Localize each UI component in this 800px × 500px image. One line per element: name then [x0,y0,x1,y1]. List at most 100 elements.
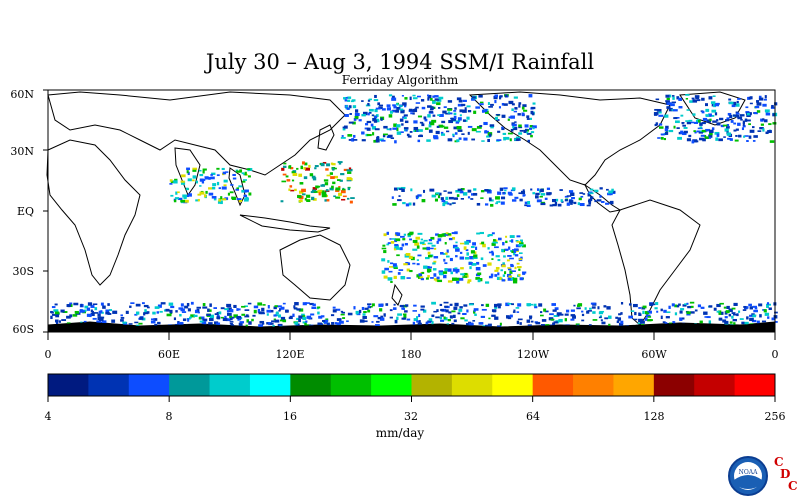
rain-pixel [682,124,686,127]
rain-pixel [209,317,214,322]
rain-pixel [494,94,499,98]
rain-pixel [679,310,683,314]
rain-pixel [507,118,510,121]
rain-pixel [514,248,519,251]
rain-pixel [321,184,325,187]
rain-pixel [146,306,150,309]
rain-pixel [209,309,212,312]
rain-pixel [280,200,284,203]
rain-pixel [599,195,602,198]
rain-pixel [349,200,353,204]
rain-pixel [420,99,425,102]
rain-pixel [452,202,456,204]
rain-pixel [601,321,606,325]
rain-pixel [353,134,356,138]
rain-pixel [540,188,544,193]
rain-pixel [671,109,674,111]
rain-pixel [512,277,518,282]
rain-pixel [417,139,421,143]
rain-pixel [494,316,499,320]
rain-pixel [413,126,419,131]
rain-pixel [544,197,548,200]
rain-pixel [428,239,433,242]
rain-pixel [243,194,248,198]
rain-pixel [712,95,716,97]
rain-pixel [733,129,737,132]
rain-pixel [572,315,576,319]
rain-pixel [448,196,454,200]
rain-pixel [463,272,468,277]
rain-pixel [491,232,495,235]
rain-pixel [512,123,517,127]
rain-pixel [368,108,374,112]
rain-pixel [519,322,522,325]
rain-pixel [423,239,428,242]
rain-pixel [502,132,507,135]
rain-pixel [423,189,426,193]
rain-pixel [480,190,485,193]
rain-pixel [216,181,220,186]
rain-pixel [268,322,272,326]
rain-pixel [412,239,418,243]
rain-pixel [415,130,419,132]
rain-pixel [697,119,701,123]
colorbar-swatch [451,374,493,396]
rain-pixel [495,202,499,205]
rain-pixel [238,318,242,321]
rain-pixel [487,102,490,106]
rain-pixel [278,309,281,312]
rain-pixel [400,235,405,238]
rain-pixel [693,121,699,124]
rain-pixel [420,278,425,281]
rain-pixel [714,112,718,116]
rain-pixel [772,122,777,125]
rain-pixel [416,95,421,98]
rain-pixel [769,140,775,143]
rain-pixel [485,189,491,192]
rain-pixel [306,194,311,198]
rain-pixel [752,126,755,129]
rain-pixel [456,268,460,273]
rain-pixel [671,95,675,97]
rain-pixel [417,232,423,235]
rain-pixel [437,238,442,242]
rain-pixel [688,134,692,138]
rain-pixel [120,316,125,319]
rain-pixel [510,239,514,243]
rain-pixel [440,319,445,322]
rain-pixel [508,246,511,250]
rain-pixel [442,202,446,207]
rain-pixel [521,244,526,248]
rain-pixel [737,122,741,126]
rain-pixel [406,277,411,279]
rain-pixel [672,96,675,100]
rain-pixel [393,105,397,109]
rain-pixel [456,125,462,130]
rain-pixel [257,302,263,306]
rain-pixel [401,188,405,192]
rain-pixel [478,94,483,98]
rain-pixel [280,316,286,320]
rain-pixel [486,135,491,138]
rain-pixel [522,272,526,275]
rain-pixel [448,112,453,115]
rain-pixel [420,305,425,308]
rain-pixel [243,173,246,176]
rain-pixel [731,315,734,319]
rain-pixel [226,303,232,308]
rain-pixel [386,107,392,111]
rain-pixel [653,114,658,116]
rain-pixel [701,97,705,101]
rain-pixel [608,315,612,319]
rain-pixel [656,310,659,313]
rain-pixel [722,124,728,127]
rain-pixel [453,306,458,310]
rain-pixel [350,178,353,181]
rain-pixel [218,311,222,315]
rain-pixel [727,112,732,116]
rain-pixel [598,316,602,319]
rain-pixel [540,193,546,196]
rain-pixel [298,315,304,319]
rain-pixel [615,316,618,319]
rain-pixel [443,274,447,279]
